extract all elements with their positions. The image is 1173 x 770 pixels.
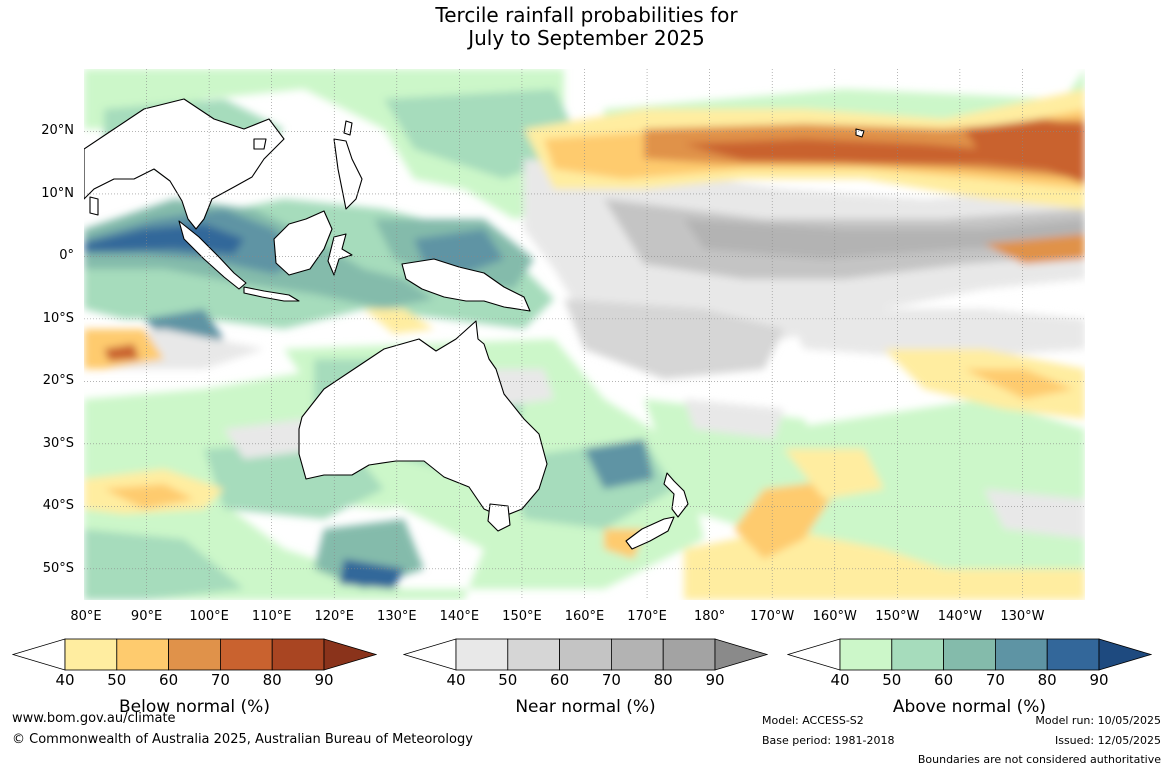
near-colorbar-segment — [662, 638, 716, 671]
above-colorbar — [787, 638, 1152, 671]
philippines-coast — [333, 138, 363, 210]
hawaii-coast — [855, 128, 865, 138]
map-grid — [84, 69, 1085, 600]
lon-label: 110°E — [251, 609, 292, 624]
lon-label: 160°E — [564, 609, 605, 624]
lat-label: 10°S — [42, 310, 74, 326]
borneo-coast — [273, 210, 333, 276]
above-colorbar-tick: 90 — [1089, 671, 1109, 689]
lon-label: 120°E — [314, 609, 355, 624]
above-colorbar-segment — [1046, 638, 1100, 671]
taiwan-coast — [343, 120, 353, 136]
below-colorbar-segment — [271, 638, 325, 671]
below-colorbar-segment — [64, 638, 118, 671]
map-canvas — [84, 69, 1085, 600]
lat-label: 40°S — [42, 498, 74, 514]
lon-label: 80°E — [70, 609, 102, 624]
near-colorbar-under-triangle — [403, 638, 457, 671]
near-colorbar-tick: 40 — [446, 671, 466, 689]
below-colorbar-segment — [219, 638, 273, 671]
lon-label: 150°E — [502, 609, 542, 624]
near-colorbar-tick: 80 — [653, 671, 673, 689]
lon-label: 150°W — [875, 609, 920, 624]
lat-label: 30°S — [42, 435, 74, 451]
below-colorbar-tick: 80 — [262, 671, 282, 689]
lat-label: 20°N — [41, 123, 74, 139]
lon-label: 170°W — [750, 609, 795, 624]
above-colorbar-tick: 60 — [934, 671, 954, 689]
above-colorbar-segment — [994, 638, 1048, 671]
lon-label: 140°E — [439, 609, 480, 624]
below-colorbar-segment — [116, 638, 170, 671]
above-colorbar-segment — [943, 638, 996, 671]
below-colorbar-segment — [168, 638, 221, 671]
lon-label: 160°W — [812, 609, 857, 624]
title-line-1: Tercile rainfall probabilities for — [435, 3, 738, 27]
tasmania-coast — [487, 503, 511, 532]
base-period-text: Base period: 1981-2018 — [762, 734, 895, 747]
above-colorbar-over-triangle — [1098, 638, 1152, 671]
hainan-coast — [253, 138, 267, 150]
model-run-text: Model run: 10/05/2025 — [1035, 714, 1161, 727]
below-colorbar — [12, 638, 377, 671]
new-zealand-south-coast — [625, 516, 675, 550]
near-colorbar-tick: 60 — [550, 671, 570, 689]
lon-label: 180° — [693, 609, 726, 624]
above-colorbar-tick: 50 — [882, 671, 902, 689]
australia-coast — [298, 320, 548, 518]
below-colorbar-tick: 40 — [55, 671, 75, 689]
below-colorbar-tick: 50 — [107, 671, 127, 689]
disclaimer-text: Boundaries are not considered authoritat… — [917, 753, 1161, 766]
copyright-text: © Commonwealth of Australia 2025, Austra… — [12, 732, 473, 747]
lat-label: 50°S — [42, 560, 74, 576]
near-colorbar-segment — [455, 638, 509, 671]
near-colorbar-tick: 50 — [498, 671, 518, 689]
above-colorbar-tick: 40 — [830, 671, 850, 689]
near-colorbar-tick: 90 — [705, 671, 725, 689]
lon-label: 90°E — [130, 609, 163, 624]
near-colorbar-segment — [559, 638, 612, 671]
lon-label: 170°E — [627, 609, 667, 624]
lat-label: 0° — [59, 248, 74, 264]
above-colorbar-under-triangle — [787, 638, 841, 671]
below-colorbar-tick: 90 — [314, 671, 334, 689]
issued-text: Issued: 12/05/2025 — [1054, 734, 1161, 747]
lon-label: 130°E — [377, 609, 417, 624]
above-colorbar-tick: 80 — [1037, 671, 1057, 689]
coastlines — [84, 98, 865, 550]
sri-lanka-coast — [89, 196, 99, 216]
below-colorbar-tick: 60 — [159, 671, 179, 689]
website-url: www.bom.gov.au/climate — [12, 711, 176, 726]
near-colorbar-segment — [610, 638, 664, 671]
below-colorbar-under-triangle — [12, 638, 66, 671]
lon-label: 100°E — [189, 609, 229, 624]
near-colorbar-over-triangle — [714, 638, 768, 671]
map-title: Tercile rainfall probabilities for July … — [0, 4, 1173, 50]
model-text: Model: ACCESS-S2 — [762, 714, 864, 727]
above-colorbar-label: Above normal (%) — [892, 697, 1047, 717]
near-colorbar-segment — [507, 638, 561, 671]
lat-label: 20°S — [42, 373, 74, 389]
lon-label: 140°W — [937, 609, 982, 624]
lon-label: 130°W — [1000, 609, 1045, 624]
below-colorbar-over-triangle — [323, 638, 377, 671]
near-colorbar-tick: 70 — [601, 671, 621, 689]
title-line-2: July to September 2025 — [468, 26, 705, 50]
near-colorbar — [403, 638, 768, 671]
below-colorbar-tick: 70 — [210, 671, 230, 689]
near-colorbar-label: Near normal (%) — [515, 697, 656, 717]
rainfall-probability-map — [84, 69, 1085, 600]
above-colorbar-tick: 70 — [985, 671, 1005, 689]
below-colorbar-label: Below normal (%) — [119, 697, 270, 717]
new-guinea-coast — [401, 258, 531, 312]
above-colorbar-segment — [891, 638, 945, 671]
lat-label: 10°N — [41, 185, 74, 201]
above-colorbar-segment — [839, 638, 893, 671]
